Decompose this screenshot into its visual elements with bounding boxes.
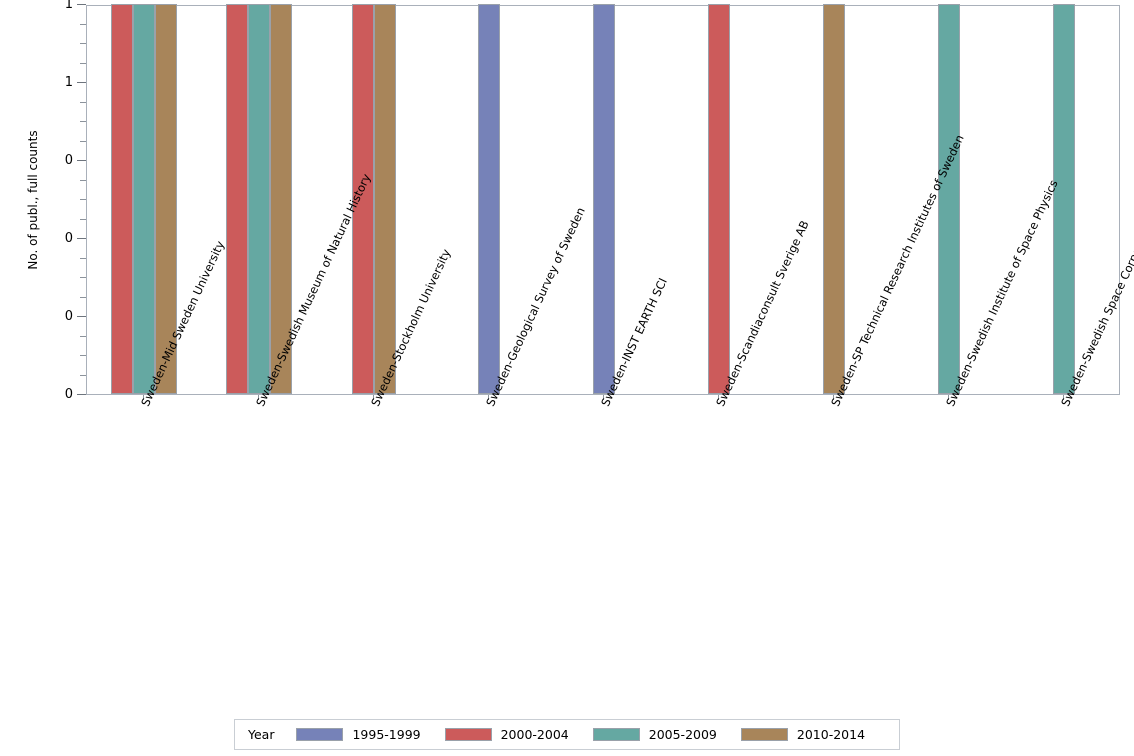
bar[interactable] bbox=[248, 4, 271, 394]
y-axis-tick-mark bbox=[80, 374, 86, 376]
x-axis-tick bbox=[603, 395, 604, 400]
y-axis-tick-mark bbox=[80, 23, 86, 25]
y-axis-tick-label: 0 bbox=[64, 153, 73, 168]
plot-area bbox=[86, 4, 1120, 395]
legend-swatch bbox=[592, 728, 640, 741]
y-axis-tick-mark bbox=[77, 238, 86, 239]
legend-title: Year bbox=[248, 727, 275, 742]
y-axis: 1 1 0 0 0 0 bbox=[0, 0, 86, 402]
bar[interactable] bbox=[707, 4, 730, 394]
legend-label: 1995-1999 bbox=[352, 727, 421, 742]
y-axis-tick-mark bbox=[80, 257, 86, 259]
legend-label: 2010-2014 bbox=[796, 727, 866, 742]
y-axis-tick-mark bbox=[80, 355, 86, 356]
y-axis-tick-mark bbox=[77, 4, 86, 5]
x-axis-tick bbox=[1062, 395, 1064, 400]
y-axis-tick-mark bbox=[80, 43, 86, 44]
y-axis-tick-mark bbox=[80, 335, 86, 337]
bar[interactable] bbox=[478, 4, 501, 394]
y-axis-tick-label: 0 bbox=[64, 387, 73, 402]
bar[interactable] bbox=[352, 4, 375, 394]
y-axis-tick-mark bbox=[80, 179, 86, 181]
legend-item[interactable]: 2010-2014 bbox=[740, 727, 866, 742]
y-axis-tick-label: 0 bbox=[64, 309, 73, 324]
bar[interactable] bbox=[155, 4, 178, 394]
bar[interactable] bbox=[593, 4, 615, 394]
x-axis-tick bbox=[947, 395, 949, 400]
bar[interactable] bbox=[226, 4, 249, 394]
legend-swatch bbox=[444, 728, 492, 741]
y-axis-tick-label: 1 bbox=[64, 75, 73, 90]
y-axis-tick-label: 1 bbox=[64, 0, 73, 12]
legend-label: 2005-2009 bbox=[648, 727, 717, 742]
bar[interactable] bbox=[937, 4, 960, 394]
y-axis-tick-mark bbox=[77, 160, 86, 161]
x-axis-tick bbox=[717, 395, 719, 400]
x-axis-tick bbox=[143, 395, 145, 400]
y-axis-tick-mark bbox=[80, 62, 86, 64]
y-axis-tick-mark bbox=[77, 316, 86, 317]
bar[interactable] bbox=[1052, 4, 1075, 394]
bar[interactable] bbox=[111, 4, 134, 394]
legend-label: 2000-2004 bbox=[500, 727, 569, 742]
y-axis-tick-mark bbox=[80, 277, 86, 278]
legend-swatch bbox=[296, 728, 344, 741]
bar[interactable] bbox=[374, 4, 397, 394]
legend-swatch bbox=[740, 728, 788, 741]
legend-item[interactable]: 2000-2004 bbox=[444, 727, 569, 742]
x-axis-tick bbox=[373, 395, 375, 400]
y-axis-tick-mark bbox=[77, 82, 86, 83]
y-axis-tick-label: 0 bbox=[64, 231, 73, 246]
y-axis-tick-mark bbox=[77, 394, 86, 395]
legend: Year 1995-1999 2000-2004 2005-2009 2010-201… bbox=[234, 719, 900, 750]
y-axis-tick-mark bbox=[80, 218, 86, 220]
y-axis-tick-mark bbox=[80, 140, 86, 142]
x-axis-tick bbox=[258, 395, 260, 400]
bar[interactable] bbox=[822, 4, 845, 394]
legend-item[interactable]: 1995-1999 bbox=[296, 727, 421, 742]
bar[interactable] bbox=[133, 4, 156, 394]
y-axis-tick-mark bbox=[80, 121, 86, 122]
y-axis-tick-mark bbox=[80, 296, 86, 298]
y-axis-tick-mark bbox=[80, 101, 86, 103]
x-axis-tick bbox=[488, 395, 490, 400]
x-axis-tick bbox=[832, 395, 834, 400]
legend-item[interactable]: 2005-2009 bbox=[592, 727, 717, 742]
bar[interactable] bbox=[270, 4, 293, 394]
y-axis-tick-mark bbox=[80, 199, 86, 200]
